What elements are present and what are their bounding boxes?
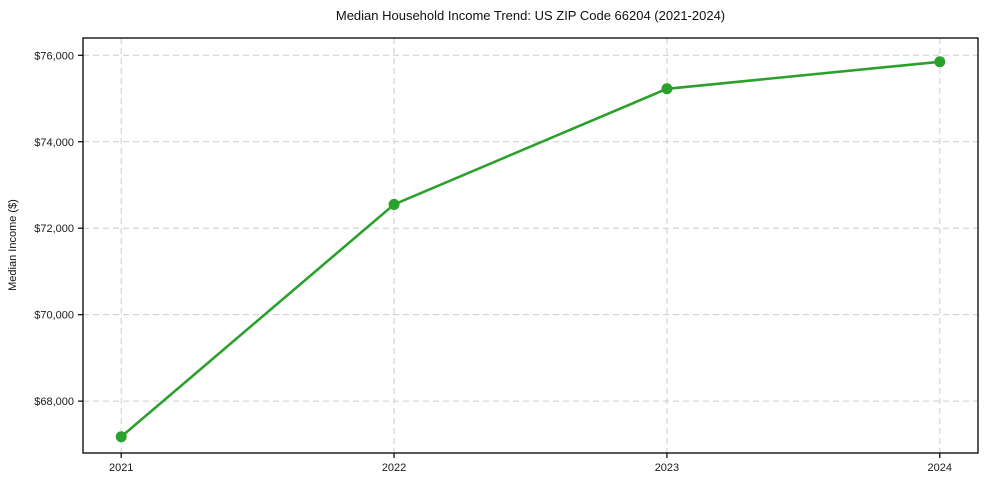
x-tick-label: 2023 <box>655 462 679 474</box>
data-point <box>661 83 673 95</box>
data-point <box>115 431 127 443</box>
plot-border <box>82 37 979 454</box>
x-tick-label: 2024 <box>928 462 952 474</box>
chart-title: Median Household Income Trend: US ZIP Co… <box>335 8 726 23</box>
y-tick-label: $68,000 <box>34 396 74 408</box>
data-point <box>934 56 946 68</box>
x-tick-label: 2021 <box>109 462 133 474</box>
trend-line <box>119 60 942 439</box>
y-tick-label: $74,000 <box>34 137 74 149</box>
y-tick-label: $76,000 <box>34 50 74 62</box>
x-tick-label: 2022 <box>382 462 406 474</box>
y-tick-label: $72,000 <box>34 223 74 235</box>
data-point <box>388 198 400 210</box>
y-tick-label: $70,000 <box>34 310 74 322</box>
